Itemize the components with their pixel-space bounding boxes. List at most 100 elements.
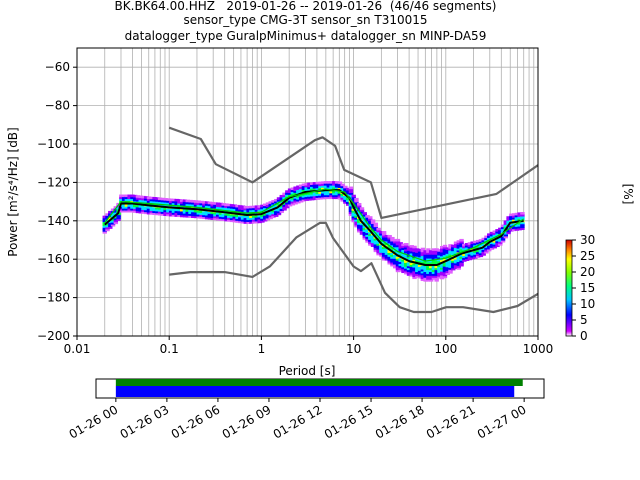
heatmap-cell: [185, 215, 190, 218]
heatmap-cell: [108, 210, 113, 214]
heatmap-cell: [517, 225, 522, 229]
heatmap-cell: [102, 215, 107, 219]
heatmap-cell: [271, 202, 276, 205]
heatmap-cell: [235, 214, 240, 218]
heatmap-cell: [304, 186, 309, 190]
heatmap-cell: [326, 196, 332, 200]
heatmap-cell: [168, 198, 174, 202]
heatmap-cell: [293, 199, 298, 203]
heatmap-cell: [268, 216, 273, 220]
heatmap-cell: [373, 226, 379, 230]
heatmap-cell: [174, 200, 179, 204]
heatmap-cell: [445, 251, 450, 254]
heatmap-cell: [390, 236, 395, 240]
heatmap-cell: [116, 214, 121, 218]
heatmap-cell: [467, 246, 473, 249]
heatmap-cell: [365, 240, 370, 243]
heatmap-cell: [238, 220, 243, 224]
heatmap-cell: [498, 231, 503, 235]
heatmap-cell: [141, 197, 146, 201]
heatmap-cell: [304, 194, 309, 198]
heatmap-cell: [207, 213, 213, 216]
heatmap-cell: [296, 200, 301, 204]
heatmap-cell: [431, 271, 437, 274]
heatmap-cell: [417, 275, 423, 279]
heatmap-cell: [221, 218, 226, 222]
heatmap-cell: [495, 244, 500, 248]
heatmap-cell: [398, 265, 403, 268]
heatmap-cell: [514, 228, 520, 231]
heatmap-cell: [487, 237, 492, 240]
heatmap-cell: [420, 255, 426, 258]
heatmap-cell: [442, 246, 448, 250]
heatmap-cell: [387, 240, 392, 244]
heatmap-cell: [434, 261, 439, 265]
heatmap-cell: [381, 231, 387, 234]
heatmap-cell: [210, 217, 215, 220]
coverage-tick-label: 01-26 15: [322, 402, 376, 441]
heatmap-cell: [387, 238, 392, 242]
heatmap-cell: [442, 262, 448, 265]
heatmap-cell: [146, 198, 152, 202]
heatmap-cell: [293, 186, 298, 190]
heatmap-cell: [185, 213, 190, 216]
heatmap-cell: [509, 225, 514, 228]
heatmap-cell: [404, 271, 409, 275]
heatmap-cell: [119, 209, 124, 213]
heatmap-cell: [478, 250, 484, 254]
heatmap-cell: [392, 254, 398, 257]
heatmap-cell: [146, 196, 152, 200]
heatmap-cell: [251, 219, 257, 222]
heatmap-cell: [185, 203, 190, 207]
heatmap-cell: [321, 194, 326, 198]
heatmap-cell: [376, 245, 381, 248]
heatmap-cell: [163, 209, 168, 213]
heatmap-cell: [506, 231, 511, 235]
heatmap-cell: [481, 237, 486, 241]
heatmap-cell: [351, 215, 356, 219]
heatmap-cell: [113, 210, 119, 213]
heatmap-cell: [144, 200, 149, 203]
chart-title-line-2: sensor_type CMG-3T sensor_sn T310015: [183, 13, 428, 27]
heatmap-cell: [238, 209, 243, 212]
heatmap-cell: [221, 214, 226, 218]
heatmap-cell: [213, 217, 218, 221]
heatmap-cell: [440, 255, 445, 259]
heatmap-cell: [434, 265, 439, 269]
heatmap-cell: [503, 233, 509, 237]
heatmap-cell: [312, 182, 318, 185]
heatmap-cell: [445, 256, 450, 260]
heatmap-cell: [240, 218, 246, 222]
heatmap-cell: [191, 209, 196, 213]
heatmap-cell: [445, 260, 450, 264]
heatmap-cell: [456, 242, 462, 245]
heatmap-cell: [406, 250, 412, 253]
heatmap-cell: [500, 226, 506, 230]
heatmap-cell: [409, 248, 414, 252]
heatmap-cell: [298, 194, 304, 197]
heatmap-cell: [426, 252, 431, 255]
heatmap-cell: [180, 208, 185, 212]
heatmap-cell: [440, 265, 445, 268]
heatmap-cell: [362, 233, 367, 236]
heatmap-cell: [262, 203, 268, 207]
heatmap-cell: [348, 207, 354, 211]
heatmap-cell: [221, 206, 226, 210]
heatmap-cell: [417, 264, 423, 267]
heatmap-cell: [210, 203, 215, 207]
heatmap-cell: [387, 258, 392, 261]
heatmap-cell: [235, 216, 240, 219]
heatmap-cell: [354, 220, 359, 224]
heatmap-cell: [326, 181, 332, 184]
heatmap-cell: [290, 191, 296, 194]
heatmap-cell: [254, 207, 260, 210]
heatmap-cell: [365, 224, 370, 228]
heatmap-cell: [390, 244, 395, 248]
heatmap-cell: [453, 262, 459, 266]
heatmap-cell: [357, 224, 362, 227]
heatmap-cell: [412, 247, 417, 251]
heatmap-cell: [462, 243, 467, 247]
heatmap-cell: [240, 207, 246, 211]
heatmap-cell: [437, 249, 442, 252]
